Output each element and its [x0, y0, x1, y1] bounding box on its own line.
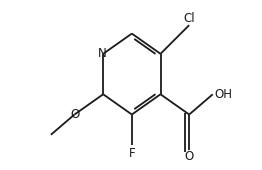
Text: N: N	[98, 47, 107, 60]
Text: F: F	[129, 147, 135, 160]
Text: Cl: Cl	[183, 12, 195, 25]
Text: O: O	[184, 150, 194, 163]
Text: OH: OH	[215, 88, 232, 101]
Text: O: O	[70, 108, 79, 121]
